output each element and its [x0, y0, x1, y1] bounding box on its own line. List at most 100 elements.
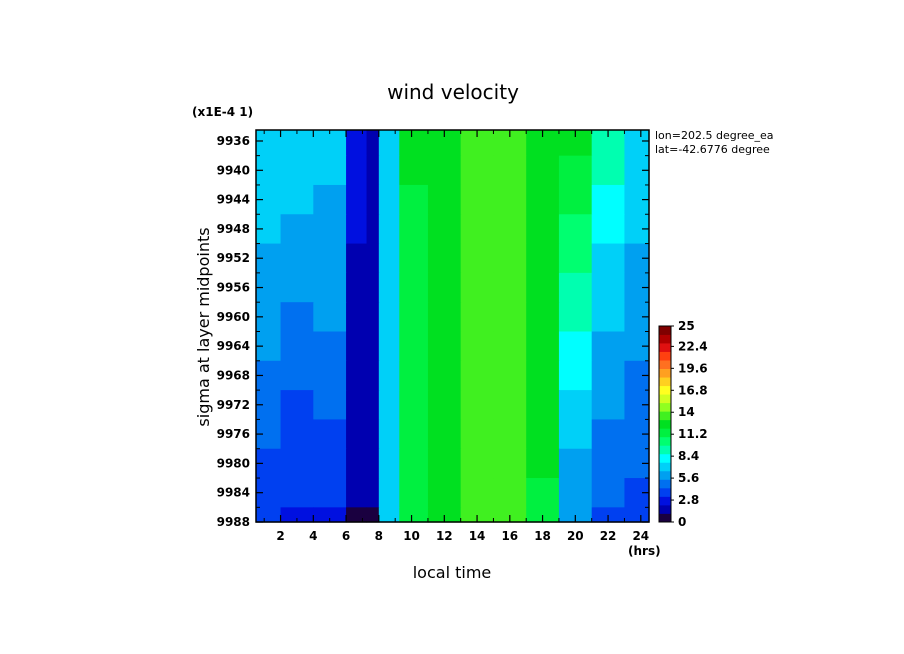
heatmap-cell — [399, 448, 429, 479]
heatmap-cell — [591, 360, 626, 391]
y-tick-label: 9980 — [217, 456, 250, 470]
colorbar-segment — [659, 360, 671, 370]
heatmap-cell — [591, 243, 626, 274]
heatmap-cell — [378, 360, 400, 391]
colorbar-segment — [659, 479, 671, 489]
x-tick-label: 22 — [600, 529, 617, 543]
heatmap-cell — [558, 419, 593, 450]
heatmap-cell — [526, 419, 560, 450]
y-tick-label: 9948 — [217, 222, 250, 236]
heatmap-cell — [346, 390, 368, 421]
heatmap-cell — [366, 214, 380, 245]
heatmap-cell — [427, 478, 462, 508]
heatmap-cell — [280, 155, 314, 186]
colorbar-tick-label: 8.4 — [678, 449, 699, 463]
heatmap-cell — [399, 360, 429, 391]
heatmap-cell — [346, 214, 368, 245]
heatmap-cell — [313, 272, 347, 303]
heatmap-cell — [280, 302, 314, 333]
colorbar-segment — [659, 453, 671, 463]
heatmap-cell — [558, 214, 593, 245]
x-tick-label: 2 — [276, 529, 284, 543]
heatmap-cell — [493, 243, 527, 274]
heatmap-cell — [280, 243, 314, 274]
heatmap-cell — [313, 507, 347, 523]
heatmap-cell — [346, 130, 368, 157]
y-tick-label: 9968 — [217, 368, 250, 382]
heatmap-cell — [378, 243, 400, 274]
x-tick-label: 20 — [567, 529, 584, 543]
x-tick-label: 10 — [403, 529, 420, 543]
heatmap-cell — [366, 331, 380, 362]
colorbar-segment — [659, 428, 671, 438]
colorbar-tick-label: 5.6 — [678, 471, 699, 485]
heatmap-cell — [366, 478, 380, 508]
heatmap-cell — [378, 419, 400, 450]
heatmap-cell — [493, 302, 527, 333]
heatmap-cell — [399, 331, 429, 362]
heatmap-cell — [558, 184, 593, 215]
heatmap-cell — [313, 214, 347, 245]
heatmap-cell — [378, 302, 400, 333]
heatmap-cell — [366, 419, 380, 450]
heatmap-cell — [313, 302, 347, 333]
heatmap-cell — [378, 214, 400, 245]
y-tick-label: 9964 — [217, 339, 250, 353]
x-units-label: (hrs) — [628, 544, 661, 558]
heatmap-cell — [280, 448, 314, 479]
colorbar-segment — [659, 326, 671, 335]
x-axis: 2 4 6 8 10 12 14 16 18 20 22 24 — [263, 130, 649, 543]
heatmap-cell — [313, 448, 347, 479]
colorbar-tick-label: 14 — [678, 405, 695, 419]
colorbar-tick-label: 16.8 — [678, 383, 708, 397]
x-tick-label: 4 — [309, 529, 317, 543]
heatmap-cell — [280, 419, 314, 450]
heatmap-cell — [460, 390, 495, 421]
heatmap-cell — [493, 448, 527, 479]
heatmap-cell — [558, 448, 593, 479]
heatmap-cell — [493, 214, 527, 245]
heatmap-cell — [526, 478, 560, 508]
heatmap-cell — [591, 448, 626, 479]
colorbar-tick-label: 0 — [678, 515, 686, 529]
heatmap-cell — [280, 360, 314, 391]
y-tick-label: 9936 — [217, 134, 250, 148]
heatmap-cell — [460, 478, 495, 508]
y-axis-title: sigma at layer midpoints — [194, 227, 213, 426]
colorbar-tick-label: 2.8 — [678, 493, 699, 507]
heatmap-cell — [427, 214, 462, 245]
heatmap-cell — [399, 130, 429, 157]
colorbar-segment — [659, 445, 671, 455]
heatmap-cell — [366, 390, 380, 421]
heatmap-cell — [591, 302, 626, 333]
y-tick-label: 9976 — [217, 427, 250, 441]
heatmap-cell — [346, 243, 368, 274]
heatmap-cell — [460, 302, 495, 333]
heatmap-cell — [460, 448, 495, 479]
y-tick-label: 9956 — [217, 281, 250, 295]
heatmap-cell — [256, 130, 282, 157]
heatmap-cell — [526, 302, 560, 333]
heatmap-cell — [399, 184, 429, 215]
x-tick-label: 14 — [469, 529, 486, 543]
heatmap-cell — [460, 272, 495, 303]
lon-annotation: lon=202.5 degree_ea — [655, 129, 774, 142]
heatmap-cell — [427, 184, 462, 215]
heatmap-cell — [399, 478, 429, 508]
heatmap-cell — [558, 155, 593, 186]
heatmap-cell — [366, 507, 380, 523]
x-axis-title: local time — [413, 563, 492, 582]
heatmap-cell — [558, 478, 593, 508]
heatmap-cell — [526, 507, 560, 523]
heatmap-cell — [378, 448, 400, 479]
heatmap-cell — [399, 507, 429, 523]
heatmap-cell — [591, 419, 626, 450]
heatmap-cell — [427, 243, 462, 274]
colorbar-segment — [659, 470, 671, 480]
heatmap-cell — [526, 184, 560, 215]
heatmap-cell — [399, 390, 429, 421]
heatmap-cell — [591, 390, 626, 421]
heatmap-cell — [591, 478, 626, 508]
y-tick-label: 9940 — [217, 163, 250, 177]
